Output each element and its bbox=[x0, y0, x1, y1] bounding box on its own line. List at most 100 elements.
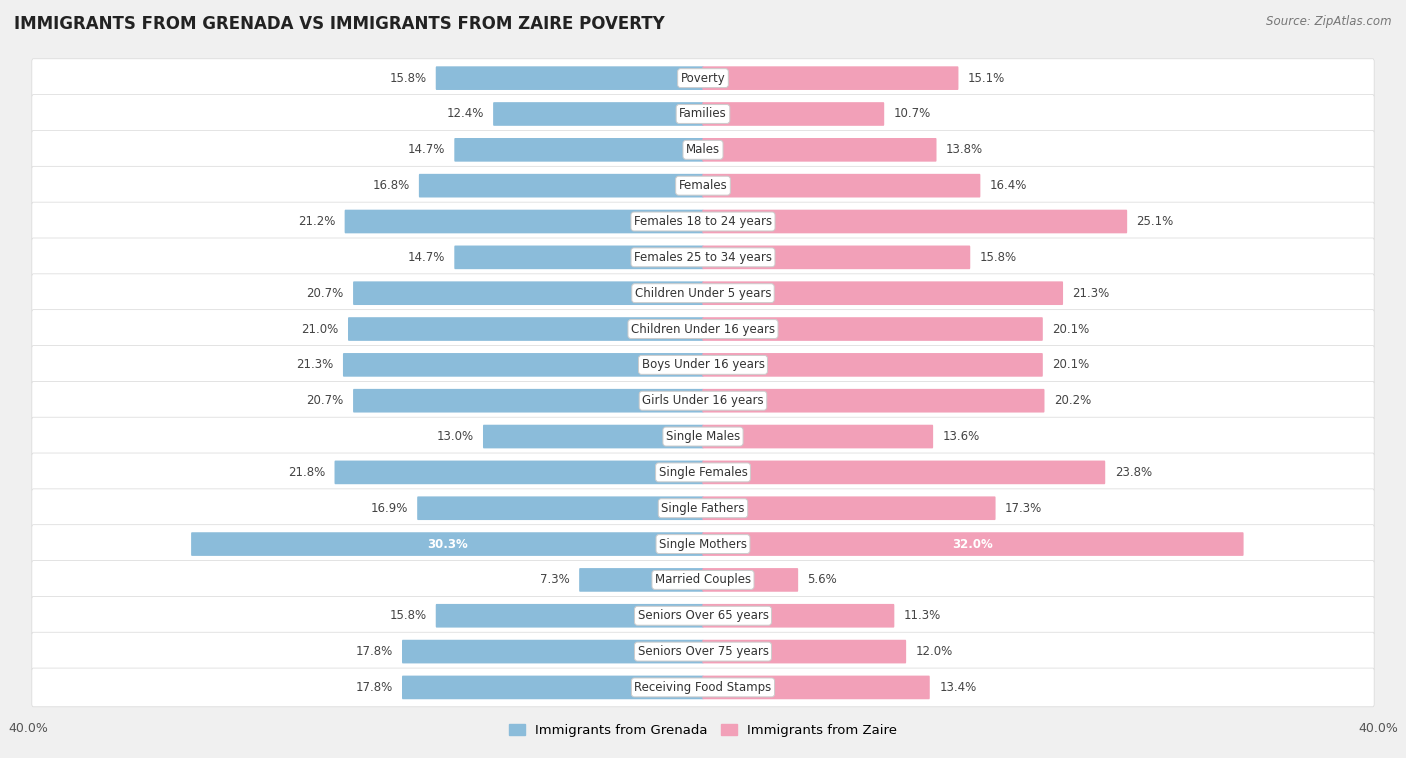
Text: 5.6%: 5.6% bbox=[807, 573, 838, 587]
Text: 15.8%: 15.8% bbox=[980, 251, 1017, 264]
FancyBboxPatch shape bbox=[402, 675, 703, 700]
Text: 23.8%: 23.8% bbox=[1115, 466, 1152, 479]
FancyBboxPatch shape bbox=[703, 424, 934, 449]
Text: 25.1%: 25.1% bbox=[1136, 215, 1174, 228]
FancyBboxPatch shape bbox=[32, 238, 1374, 277]
FancyBboxPatch shape bbox=[703, 353, 1043, 377]
Text: Females 25 to 34 years: Females 25 to 34 years bbox=[634, 251, 772, 264]
FancyBboxPatch shape bbox=[703, 640, 905, 663]
Text: 20.1%: 20.1% bbox=[1052, 359, 1090, 371]
FancyBboxPatch shape bbox=[32, 274, 1374, 312]
FancyBboxPatch shape bbox=[32, 632, 1374, 671]
Text: 17.8%: 17.8% bbox=[356, 645, 392, 658]
FancyBboxPatch shape bbox=[494, 102, 703, 126]
FancyBboxPatch shape bbox=[32, 310, 1374, 349]
FancyBboxPatch shape bbox=[419, 174, 703, 198]
Text: 20.7%: 20.7% bbox=[307, 394, 343, 407]
FancyBboxPatch shape bbox=[344, 210, 703, 233]
FancyBboxPatch shape bbox=[32, 381, 1374, 420]
Text: 30.3%: 30.3% bbox=[427, 537, 468, 550]
FancyBboxPatch shape bbox=[703, 246, 970, 269]
Text: 13.0%: 13.0% bbox=[436, 430, 474, 443]
Text: 11.3%: 11.3% bbox=[904, 609, 941, 622]
Text: Girls Under 16 years: Girls Under 16 years bbox=[643, 394, 763, 407]
Text: 12.4%: 12.4% bbox=[446, 108, 484, 121]
Text: Children Under 5 years: Children Under 5 years bbox=[634, 287, 772, 299]
Text: Single Females: Single Females bbox=[658, 466, 748, 479]
FancyBboxPatch shape bbox=[32, 597, 1374, 635]
Text: Males: Males bbox=[686, 143, 720, 156]
Text: Children Under 16 years: Children Under 16 years bbox=[631, 323, 775, 336]
FancyBboxPatch shape bbox=[484, 424, 703, 449]
FancyBboxPatch shape bbox=[579, 568, 703, 592]
Text: 10.7%: 10.7% bbox=[894, 108, 931, 121]
FancyBboxPatch shape bbox=[703, 138, 936, 161]
Legend: Immigrants from Grenada, Immigrants from Zaire: Immigrants from Grenada, Immigrants from… bbox=[503, 719, 903, 742]
Text: Boys Under 16 years: Boys Under 16 years bbox=[641, 359, 765, 371]
FancyBboxPatch shape bbox=[32, 130, 1374, 169]
FancyBboxPatch shape bbox=[343, 353, 703, 377]
FancyBboxPatch shape bbox=[703, 174, 980, 198]
FancyBboxPatch shape bbox=[703, 317, 1043, 341]
Text: Seniors Over 65 years: Seniors Over 65 years bbox=[637, 609, 769, 622]
FancyBboxPatch shape bbox=[436, 604, 703, 628]
FancyBboxPatch shape bbox=[436, 66, 703, 90]
Text: 13.4%: 13.4% bbox=[939, 681, 976, 694]
FancyBboxPatch shape bbox=[402, 640, 703, 663]
Text: 32.0%: 32.0% bbox=[953, 537, 993, 550]
Text: 20.2%: 20.2% bbox=[1054, 394, 1091, 407]
FancyBboxPatch shape bbox=[32, 668, 1374, 706]
FancyBboxPatch shape bbox=[32, 166, 1374, 205]
Text: Receiving Food Stamps: Receiving Food Stamps bbox=[634, 681, 772, 694]
Text: Single Fathers: Single Fathers bbox=[661, 502, 745, 515]
FancyBboxPatch shape bbox=[32, 489, 1374, 528]
FancyBboxPatch shape bbox=[32, 453, 1374, 492]
FancyBboxPatch shape bbox=[32, 202, 1374, 241]
FancyBboxPatch shape bbox=[335, 461, 703, 484]
Text: 16.8%: 16.8% bbox=[373, 179, 409, 193]
FancyBboxPatch shape bbox=[703, 281, 1063, 305]
Text: 17.8%: 17.8% bbox=[356, 681, 392, 694]
Text: 14.7%: 14.7% bbox=[408, 143, 444, 156]
Text: Seniors Over 75 years: Seniors Over 75 years bbox=[637, 645, 769, 658]
Text: 16.9%: 16.9% bbox=[370, 502, 408, 515]
FancyBboxPatch shape bbox=[191, 532, 703, 556]
FancyBboxPatch shape bbox=[32, 95, 1374, 133]
FancyBboxPatch shape bbox=[32, 525, 1374, 563]
Text: 21.3%: 21.3% bbox=[297, 359, 333, 371]
FancyBboxPatch shape bbox=[703, 604, 894, 628]
Text: 14.7%: 14.7% bbox=[408, 251, 444, 264]
Text: 13.6%: 13.6% bbox=[942, 430, 980, 443]
FancyBboxPatch shape bbox=[32, 417, 1374, 456]
FancyBboxPatch shape bbox=[703, 496, 995, 520]
FancyBboxPatch shape bbox=[703, 532, 1243, 556]
FancyBboxPatch shape bbox=[349, 317, 703, 341]
FancyBboxPatch shape bbox=[32, 59, 1374, 98]
FancyBboxPatch shape bbox=[418, 496, 703, 520]
Text: 15.8%: 15.8% bbox=[389, 72, 426, 85]
Text: 16.4%: 16.4% bbox=[990, 179, 1028, 193]
Text: 21.2%: 21.2% bbox=[298, 215, 335, 228]
Text: 21.3%: 21.3% bbox=[1073, 287, 1109, 299]
FancyBboxPatch shape bbox=[703, 389, 1045, 412]
FancyBboxPatch shape bbox=[703, 102, 884, 126]
Text: Married Couples: Married Couples bbox=[655, 573, 751, 587]
Text: 21.8%: 21.8% bbox=[288, 466, 325, 479]
Text: Single Males: Single Males bbox=[666, 430, 740, 443]
FancyBboxPatch shape bbox=[353, 389, 703, 412]
Text: 15.8%: 15.8% bbox=[389, 609, 426, 622]
FancyBboxPatch shape bbox=[703, 461, 1105, 484]
Text: Single Mothers: Single Mothers bbox=[659, 537, 747, 550]
Text: 17.3%: 17.3% bbox=[1005, 502, 1042, 515]
Text: 20.7%: 20.7% bbox=[307, 287, 343, 299]
FancyBboxPatch shape bbox=[454, 246, 703, 269]
FancyBboxPatch shape bbox=[703, 675, 929, 700]
Text: Families: Families bbox=[679, 108, 727, 121]
Text: 12.0%: 12.0% bbox=[915, 645, 953, 658]
FancyBboxPatch shape bbox=[703, 568, 799, 592]
Text: 13.8%: 13.8% bbox=[946, 143, 983, 156]
Text: Females 18 to 24 years: Females 18 to 24 years bbox=[634, 215, 772, 228]
Text: 21.0%: 21.0% bbox=[301, 323, 339, 336]
Text: 15.1%: 15.1% bbox=[967, 72, 1005, 85]
FancyBboxPatch shape bbox=[353, 281, 703, 305]
